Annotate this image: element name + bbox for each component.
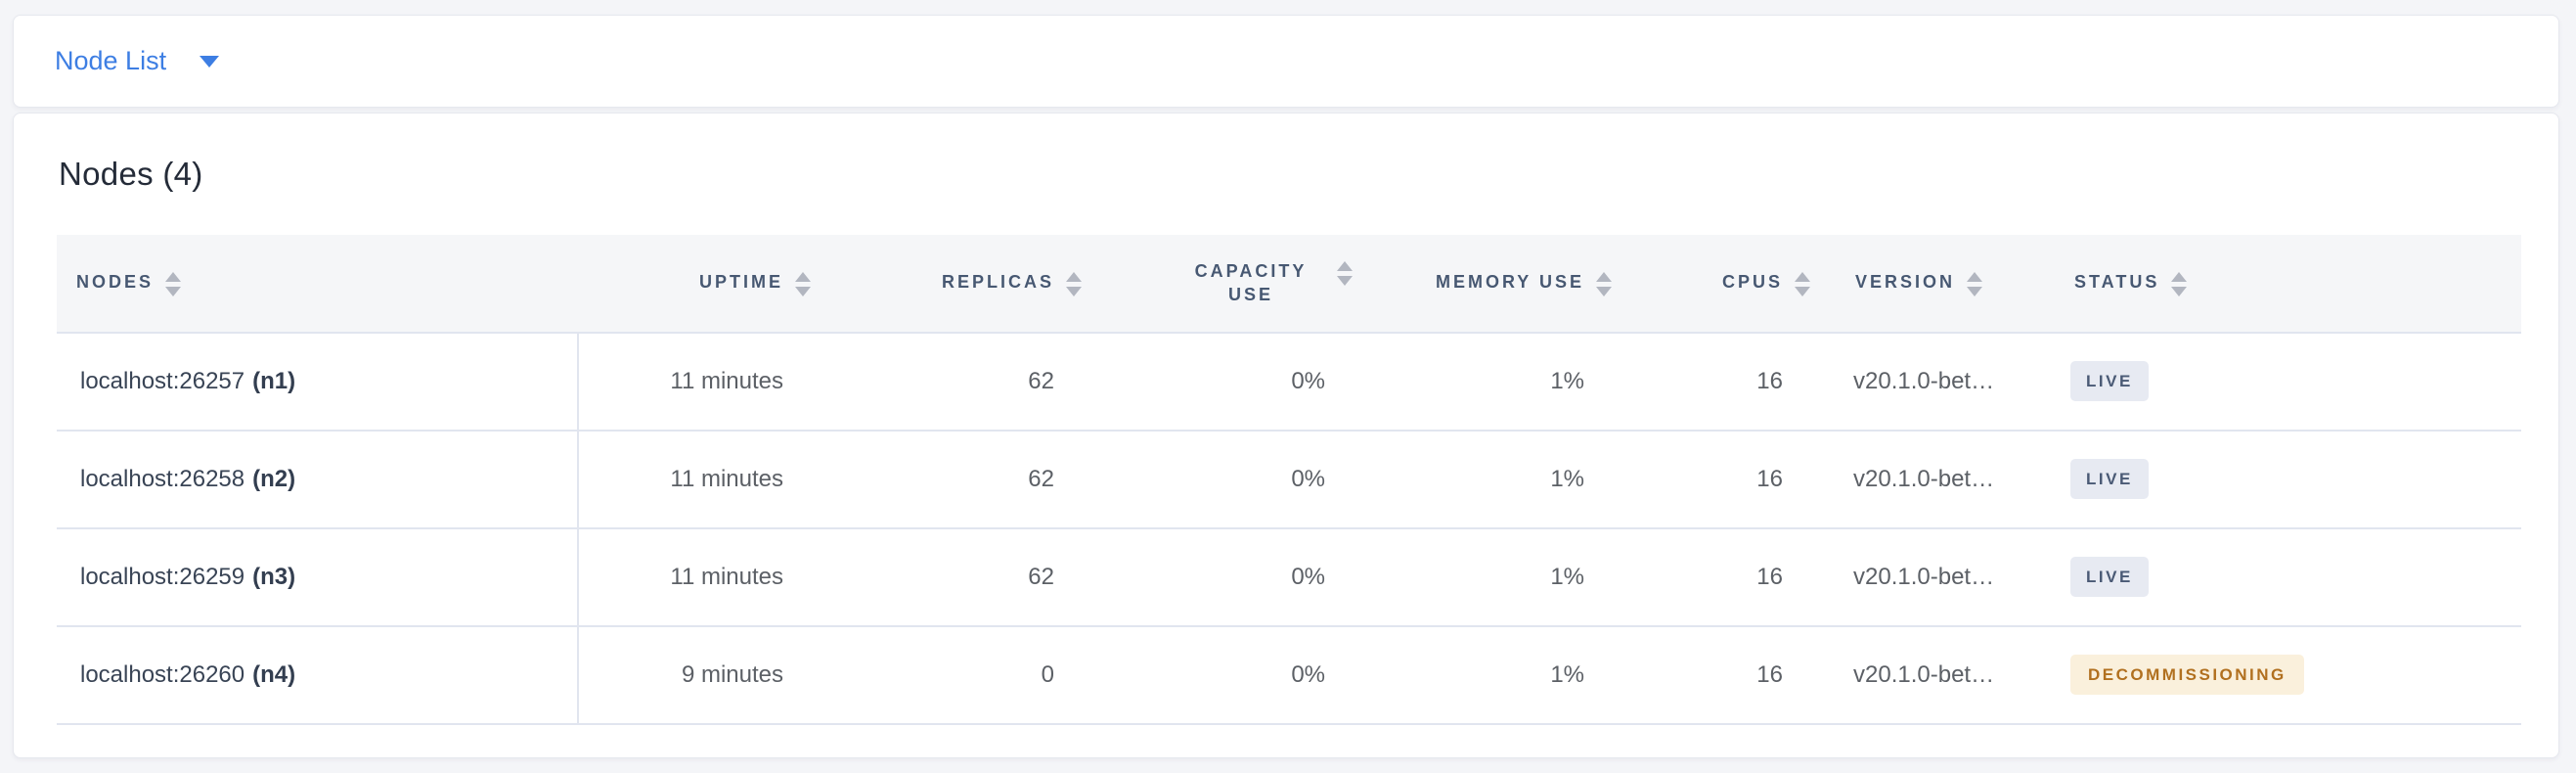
status-badge: DECOMMISSIONING (2070, 655, 2304, 696)
uptime-cell: 11 minutes (578, 332, 819, 432)
uptime-cell: 9 minutes (578, 625, 819, 725)
node-link[interactable]: localhost:26259 (n3) (80, 563, 296, 590)
node-link[interactable]: localhost:26257 (n1) (80, 367, 296, 394)
sort-icon (1066, 271, 1082, 296)
node-id: (n4) (252, 660, 296, 688)
column-header-cpus[interactable]: CPUS (1620, 234, 1818, 334)
uptime-cell: 11 minutes (578, 430, 819, 529)
sort-icon (2171, 271, 2188, 296)
memory-use-cell: 1% (1360, 430, 1620, 529)
node-link[interactable]: localhost:26260 (n4) (80, 660, 296, 688)
nodes-panel: Nodes (4) NODES UPTIME REPLICAS (13, 113, 2559, 758)
sort-icon (165, 271, 182, 296)
table-row: localhost:26260 (n4) 9 minutes 0 0% 1% 16… (57, 625, 2521, 725)
sort-icon (1795, 271, 1810, 296)
capacity-use-cell: 0% (1089, 625, 1360, 725)
column-header-memory-use[interactable]: MEMORY USE (1360, 234, 1620, 334)
capacity-use-cell: 0% (1089, 332, 1360, 432)
caret-down-icon (200, 55, 220, 68)
cpus-cell: 16 (1620, 332, 1818, 432)
column-header-uptime[interactable]: UPTIME (578, 234, 819, 334)
capacity-use-cell: 0% (1089, 430, 1360, 529)
column-header-capacity-use[interactable]: CAPACITY USE (1089, 234, 1360, 334)
sort-icon (1337, 260, 1353, 286)
cpus-cell: 16 (1620, 625, 1818, 725)
column-header-nodes[interactable]: NODES (57, 234, 578, 334)
sort-icon (795, 271, 811, 296)
panel-title: Nodes (4) (59, 156, 203, 192)
view-selector-bar: Node List (13, 15, 2559, 108)
table-row: localhost:26257 (n1) 11 minutes 62 0% 1% … (57, 332, 2521, 432)
node-id: (n2) (252, 465, 296, 492)
node-id: (n3) (252, 563, 296, 590)
column-header-replicas[interactable]: REPLICAS (819, 234, 1089, 334)
node-id: (n1) (252, 367, 296, 394)
version-cell: v20.1.0-bet… (1818, 332, 2055, 432)
status-badge: LIVE (2070, 557, 2149, 598)
replicas-cell: 0 (819, 625, 1089, 725)
status-badge: LIVE (2070, 459, 2149, 500)
node-link[interactable]: localhost:26258 (n2) (80, 465, 296, 492)
uptime-cell: 11 minutes (578, 527, 819, 627)
sort-icon (1596, 271, 1612, 296)
memory-use-cell: 1% (1360, 625, 1620, 725)
replicas-cell: 62 (819, 527, 1089, 627)
table-header-row: NODES UPTIME REPLICAS CAPACITY USE MEMOR… (57, 234, 2521, 334)
version-cell: v20.1.0-bet… (1818, 527, 2055, 627)
replicas-cell: 62 (819, 430, 1089, 529)
table-row: localhost:26259 (n3) 11 minutes 62 0% 1% … (57, 527, 2521, 627)
cpus-cell: 16 (1620, 527, 1818, 627)
table-row: localhost:26258 (n2) 11 minutes 62 0% 1% … (57, 430, 2521, 529)
memory-use-cell: 1% (1360, 332, 1620, 432)
view-dropdown-label: Node List (55, 46, 167, 75)
version-cell: v20.1.0-bet… (1818, 625, 2055, 725)
column-header-version[interactable]: VERSION (1818, 234, 2055, 334)
memory-use-cell: 1% (1360, 527, 1620, 627)
column-header-status[interactable]: STATUS (2055, 234, 2521, 334)
version-cell: v20.1.0-bet… (1818, 430, 2055, 529)
capacity-use-cell: 0% (1089, 527, 1360, 627)
nodes-table: NODES UPTIME REPLICAS CAPACITY USE MEMOR… (57, 234, 2521, 725)
replicas-cell: 62 (819, 332, 1089, 432)
cpus-cell: 16 (1620, 430, 1818, 529)
sort-icon (1967, 271, 1983, 296)
status-badge: LIVE (2070, 361, 2149, 402)
view-dropdown[interactable]: Node List (55, 46, 220, 75)
